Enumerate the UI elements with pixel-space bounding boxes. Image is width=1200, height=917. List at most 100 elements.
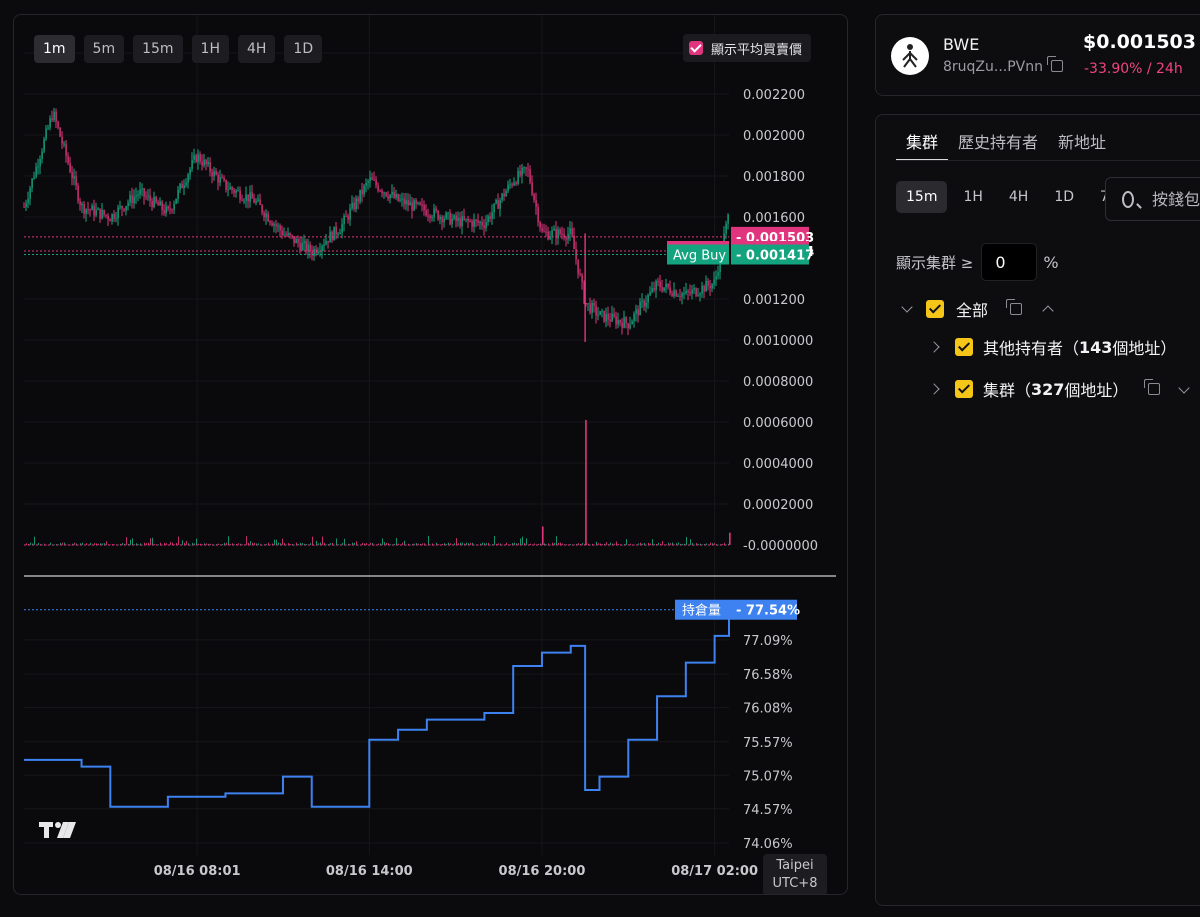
- candle-body: [587, 303, 589, 305]
- candle-body: [345, 216, 347, 218]
- candle-body: [429, 215, 431, 219]
- candle-body: [99, 208, 101, 219]
- tab-clusters[interactable]: 集群: [896, 127, 949, 161]
- candle-body: [493, 203, 495, 213]
- chevron-right-icon[interactable]: [928, 341, 940, 353]
- expand-all-icon[interactable]: [1178, 382, 1191, 394]
- tree-row-others: 其他持有者（ 143 個地址）: [928, 335, 1176, 359]
- candle-body: [47, 127, 49, 129]
- candle-body: [459, 218, 461, 227]
- tradingview-logo-icon[interactable]: [39, 820, 77, 840]
- copy-icon[interactable]: [1047, 56, 1064, 72]
- candle-body: [341, 224, 343, 233]
- volume-bar: [172, 542, 173, 545]
- timeframe-5m[interactable]: 5m: [83, 35, 125, 63]
- volume-bar: [634, 544, 635, 546]
- price-tick-label: 0.0010000: [743, 334, 813, 349]
- candle-body: [289, 233, 291, 236]
- period-1d[interactable]: 1D: [1054, 189, 1075, 205]
- candle-body: [183, 185, 185, 189]
- holding-tick-label: 74.06%: [743, 837, 793, 852]
- candle-body: [621, 322, 623, 328]
- collapse-all-icon[interactable]: [1042, 305, 1054, 317]
- volume-bar: [160, 542, 161, 545]
- period-4h[interactable]: 4H: [1008, 189, 1029, 205]
- volume-bar: [466, 542, 467, 545]
- checkbox-all[interactable]: [926, 300, 944, 318]
- timeframe-1h[interactable]: 1H: [191, 35, 229, 63]
- candle-body: [651, 288, 653, 293]
- volume-bar: [166, 543, 167, 545]
- candle-body: [365, 182, 367, 186]
- candle-body: [51, 118, 53, 121]
- candle-body: [299, 243, 301, 251]
- candle-body: [179, 183, 181, 190]
- candle-body: [35, 166, 37, 178]
- timeframe-4h[interactable]: 4H: [237, 35, 276, 63]
- volume-bar: [74, 542, 75, 545]
- candle-body: [369, 177, 371, 182]
- timeframe-1m[interactable]: 1m: [34, 35, 75, 63]
- candle-body: [687, 290, 689, 293]
- volume-bar: [100, 543, 101, 545]
- volume-bar: [110, 544, 111, 546]
- candle-body: [707, 280, 709, 286]
- volume-bar: [286, 544, 287, 546]
- volume-bar: [94, 543, 95, 545]
- price-chart[interactable]: 0.0024000.0022000.0020000.0018000.001600…: [14, 15, 847, 894]
- copy-icon[interactable]: [1006, 299, 1023, 315]
- period-1h[interactable]: 1H: [963, 189, 983, 205]
- candle-body: [679, 295, 681, 297]
- volume-bar: [672, 542, 673, 545]
- checkbox-others[interactable]: [955, 338, 973, 356]
- checkbox-checked-icon[interactable]: [689, 41, 703, 55]
- threshold-input[interactable]: [981, 243, 1038, 281]
- volume-bar: [526, 538, 527, 545]
- copy-icon[interactable]: [1144, 379, 1161, 395]
- candle-body: [231, 187, 233, 190]
- candle-body: [517, 170, 519, 184]
- volume-bar: [196, 538, 197, 545]
- volume-bar: [354, 542, 355, 545]
- search-icon: [1122, 190, 1134, 208]
- volume-bar: [416, 543, 417, 545]
- candle-body: [511, 184, 513, 186]
- volume-bar: [464, 543, 465, 545]
- tab-history-holders[interactable]: 歷史持有者: [958, 133, 1039, 152]
- chevron-down-icon[interactable]: [901, 301, 913, 313]
- timeframe-1d[interactable]: 1D: [284, 35, 323, 63]
- wallet-search-input[interactable]: [1150, 188, 1200, 210]
- holding-line: [24, 605, 730, 808]
- volume-bar: [648, 542, 649, 545]
- candle-body: [419, 202, 421, 205]
- volume-bar: [522, 536, 523, 545]
- volume-bar: [436, 542, 437, 545]
- timezone-button[interactable]: Taipei UTC+8: [763, 854, 827, 894]
- candle-body: [189, 168, 191, 175]
- volume-bar: [418, 543, 419, 545]
- candle-body: [703, 285, 705, 292]
- candle-body: [157, 202, 159, 206]
- chevron-right-icon[interactable]: [928, 383, 940, 395]
- volume-bar: [114, 544, 115, 545]
- tab-new-addresses[interactable]: 新地址: [1058, 133, 1107, 152]
- timeframe-15m[interactable]: 15m: [133, 35, 183, 63]
- candle-body: [43, 139, 45, 152]
- candle-body: [489, 216, 491, 219]
- volume-bar: [28, 543, 29, 545]
- candle-body: [685, 290, 687, 294]
- volume-bar: [430, 544, 431, 546]
- candle-body: [177, 189, 179, 199]
- checkbox-clusters[interactable]: [955, 380, 973, 398]
- volume-bar: [198, 543, 199, 545]
- avg-price-toggle[interactable]: 顯示平均買賣價: [683, 34, 812, 62]
- volume-bar: [724, 542, 725, 545]
- candle-body: [405, 200, 407, 205]
- timezone-city: Taipei: [776, 858, 814, 873]
- candle-body: [351, 202, 353, 209]
- wallet-search[interactable]: [1105, 177, 1200, 221]
- period-15m[interactable]: 15m: [896, 181, 948, 213]
- volume-bar: [58, 544, 59, 545]
- candle-body: [391, 192, 393, 195]
- volume-bar: [598, 543, 599, 545]
